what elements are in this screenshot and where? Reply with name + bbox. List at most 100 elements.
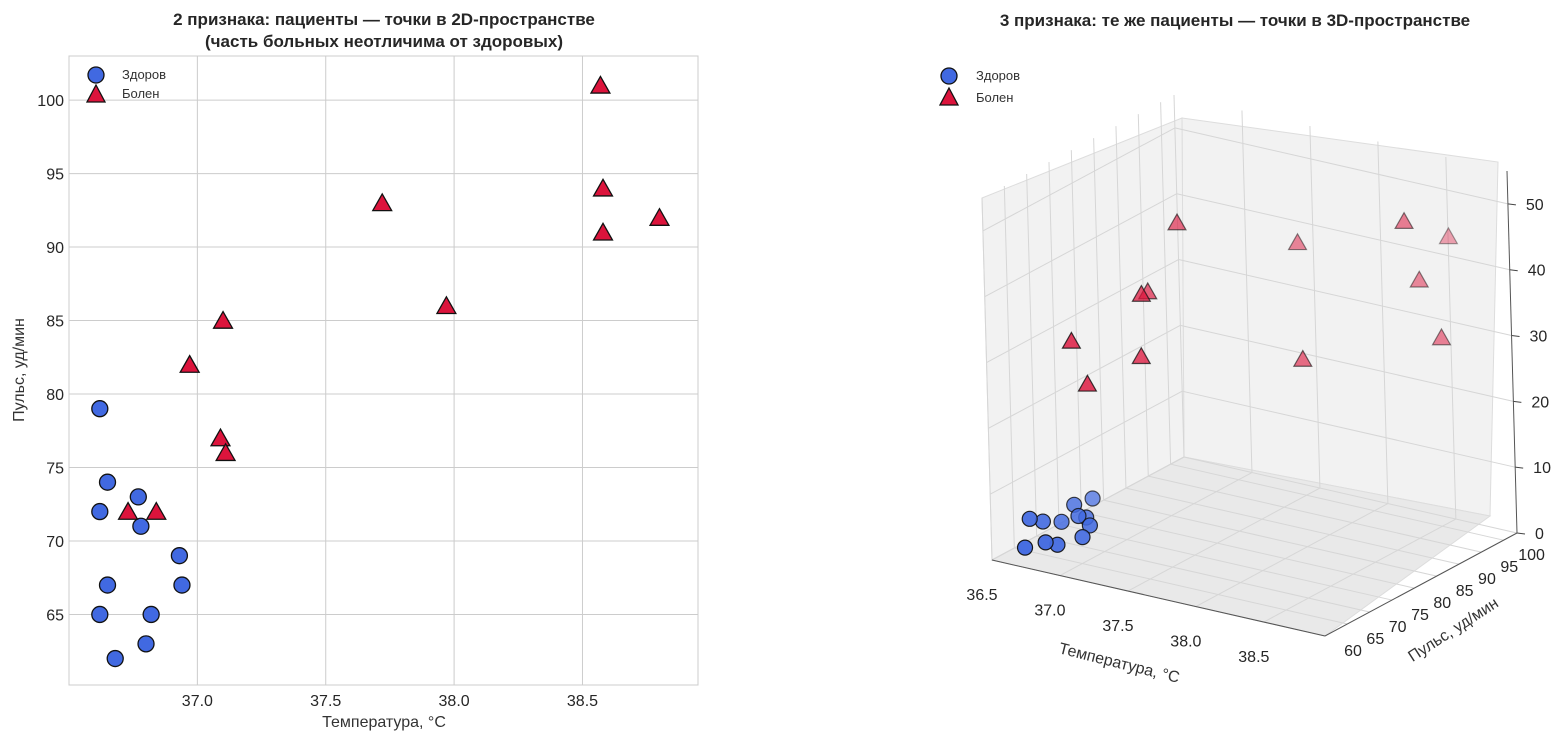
y-tick-label-3d: 90 — [1478, 571, 1496, 588]
y-gridline-floor-3d — [1148, 475, 1482, 553]
x-tick-label-2d: 38.5 — [567, 693, 598, 710]
point-healthy-2d — [170, 547, 189, 565]
legend-label-healthy-3d: Здоров — [976, 68, 1020, 83]
z-tick-label-3d: 20 — [1531, 394, 1549, 411]
x-axis-line-3d — [991, 559, 1326, 637]
axis-lines-3d — [991, 170, 1526, 637]
x-gridline-back-3d — [1377, 141, 1389, 504]
y-gridline-floor-3d — [1058, 523, 1393, 601]
z-gridline-back-3d — [1180, 324, 1514, 402]
y-tick-label-3d: 70 — [1389, 619, 1407, 636]
x-tick-label-3d: 38.0 — [1170, 634, 1201, 651]
y-axis-label-3d: Пульс, уд/мин — [1405, 595, 1501, 666]
z-gridline-left-3d — [982, 127, 1176, 232]
y-tick-label-3d: 75 — [1411, 607, 1429, 624]
z-axis-line-3d — [1506, 170, 1518, 534]
y-tick-label-3d: 80 — [1433, 595, 1451, 612]
chart-title-2d-line1: 2 признака: пациенты — точки в 2D-простр… — [173, 10, 595, 29]
x-tick-label-2d: 38.0 — [439, 693, 470, 710]
z-gridline-back-3d — [1178, 259, 1512, 337]
x-tick-label-3d: 37.0 — [1034, 603, 1065, 620]
z-tick-mark-3d — [1516, 532, 1526, 535]
point-healthy-3d — [1074, 529, 1091, 546]
y-gridline-left-3d — [1093, 138, 1105, 501]
point-sick-3d — [1061, 331, 1082, 349]
legend-3d: Здоров Болен — [938, 67, 1020, 106]
point-sick-2d — [145, 501, 167, 520]
point-healthy-2d — [91, 400, 109, 418]
point-sick-3d — [1438, 226, 1459, 245]
point-sick-3d — [1077, 374, 1098, 392]
plot-area-2d — [68, 55, 699, 686]
point-sick-3d — [1292, 349, 1313, 367]
point-healthy-2d — [132, 517, 150, 535]
y-gridline-floor-3d — [1036, 535, 1370, 613]
point-sick-2d — [371, 192, 393, 212]
y-gridline-left-3d — [981, 197, 993, 561]
gridlines-2d — [69, 56, 698, 685]
points-3d — [1016, 211, 1459, 556]
point-sick-2d — [592, 177, 614, 197]
y-tick-label-2d: 85 — [46, 314, 64, 331]
z-tick-mark-3d — [1507, 203, 1516, 206]
point-sick-2d — [435, 295, 457, 315]
legend-label-sick-3d: Болен — [976, 90, 1013, 105]
point-healthy-2d — [106, 649, 124, 668]
z-tick-label-3d: 10 — [1533, 460, 1551, 477]
point-healthy-2d — [98, 473, 117, 491]
x-axis-label-3d: Температура, °C — [1057, 640, 1181, 686]
point-healthy-3d — [1021, 510, 1038, 527]
chart-title-2d-line2: (часть больных неотличима от здоровых) — [205, 32, 563, 51]
y-gridline-floor-3d — [1014, 547, 1348, 625]
point-sick-2d — [592, 222, 614, 241]
legend-label-sick-2d: Болен — [122, 86, 159, 101]
point-healthy-3d — [1034, 513, 1052, 530]
x-gridline-floor-3d — [1195, 503, 1389, 607]
y-tick-labels-2d: 65 70 75 80 85 90 95 100 — [37, 93, 64, 624]
z-tick-mark-3d — [1509, 269, 1518, 272]
y-tick-label-2d: 95 — [46, 167, 64, 184]
y-tick-label-2d: 65 — [46, 607, 64, 624]
points-2d — [91, 75, 671, 668]
point-sick-3d — [1431, 327, 1452, 346]
point-sick-3d — [1167, 212, 1187, 231]
point-healthy-2d — [91, 605, 109, 624]
y-tick-label-3d: 100 — [1518, 547, 1545, 564]
z-gridline-back-3d — [1183, 456, 1518, 534]
legend-marker-healthy-2d — [87, 66, 105, 84]
point-sick-2d — [589, 75, 612, 94]
point-sick-2d — [179, 354, 201, 373]
point-sick-2d — [209, 427, 232, 447]
point-healthy-3d — [1037, 534, 1054, 551]
z-tick-label-3d: 30 — [1530, 329, 1548, 346]
point-sick-2d — [117, 501, 139, 520]
gridlines-3d — [981, 94, 1518, 637]
z-gridline-left-3d — [984, 193, 1177, 298]
legend-2d: Здоров Болен — [85, 66, 166, 103]
y-gridline-floor-3d — [1125, 487, 1460, 565]
z-gridline-left-3d — [988, 324, 1181, 429]
y-gridline-left-3d — [1048, 162, 1060, 525]
point-healthy-3d — [1016, 539, 1034, 556]
y-axis-line-3d — [1324, 532, 1518, 637]
point-healthy-3d — [1084, 490, 1101, 507]
x-gridline-back-3d — [1309, 126, 1321, 489]
y-tick-label-2d: 80 — [46, 387, 64, 404]
point-healthy-3d — [1070, 507, 1087, 525]
x-gridline-back-3d — [1173, 94, 1185, 458]
point-healthy-3d — [1053, 513, 1070, 530]
x-gridline-back-3d — [1445, 157, 1457, 520]
y-tick-label-2d: 90 — [46, 240, 64, 257]
x-tick-label-3d: 38.5 — [1238, 649, 1269, 666]
y-tick-label-2d: 70 — [46, 534, 64, 551]
chart-2d: 37.0 37.5 38.0 38.5 65 70 75 80 85 90 95 100 2 при… — [11, 10, 699, 731]
x-tick-label-3d: 37.5 — [1102, 618, 1133, 635]
z-tick-mark-3d — [1513, 400, 1522, 403]
point-healthy-3d — [1081, 517, 1099, 534]
point-sick-3d — [1394, 211, 1414, 230]
x-axis-label-2d: Температура, °C — [322, 714, 446, 731]
y-tick-label-2d: 100 — [37, 93, 64, 110]
point-healthy-2d — [91, 502, 109, 521]
point-sick-3d — [1287, 232, 1308, 251]
